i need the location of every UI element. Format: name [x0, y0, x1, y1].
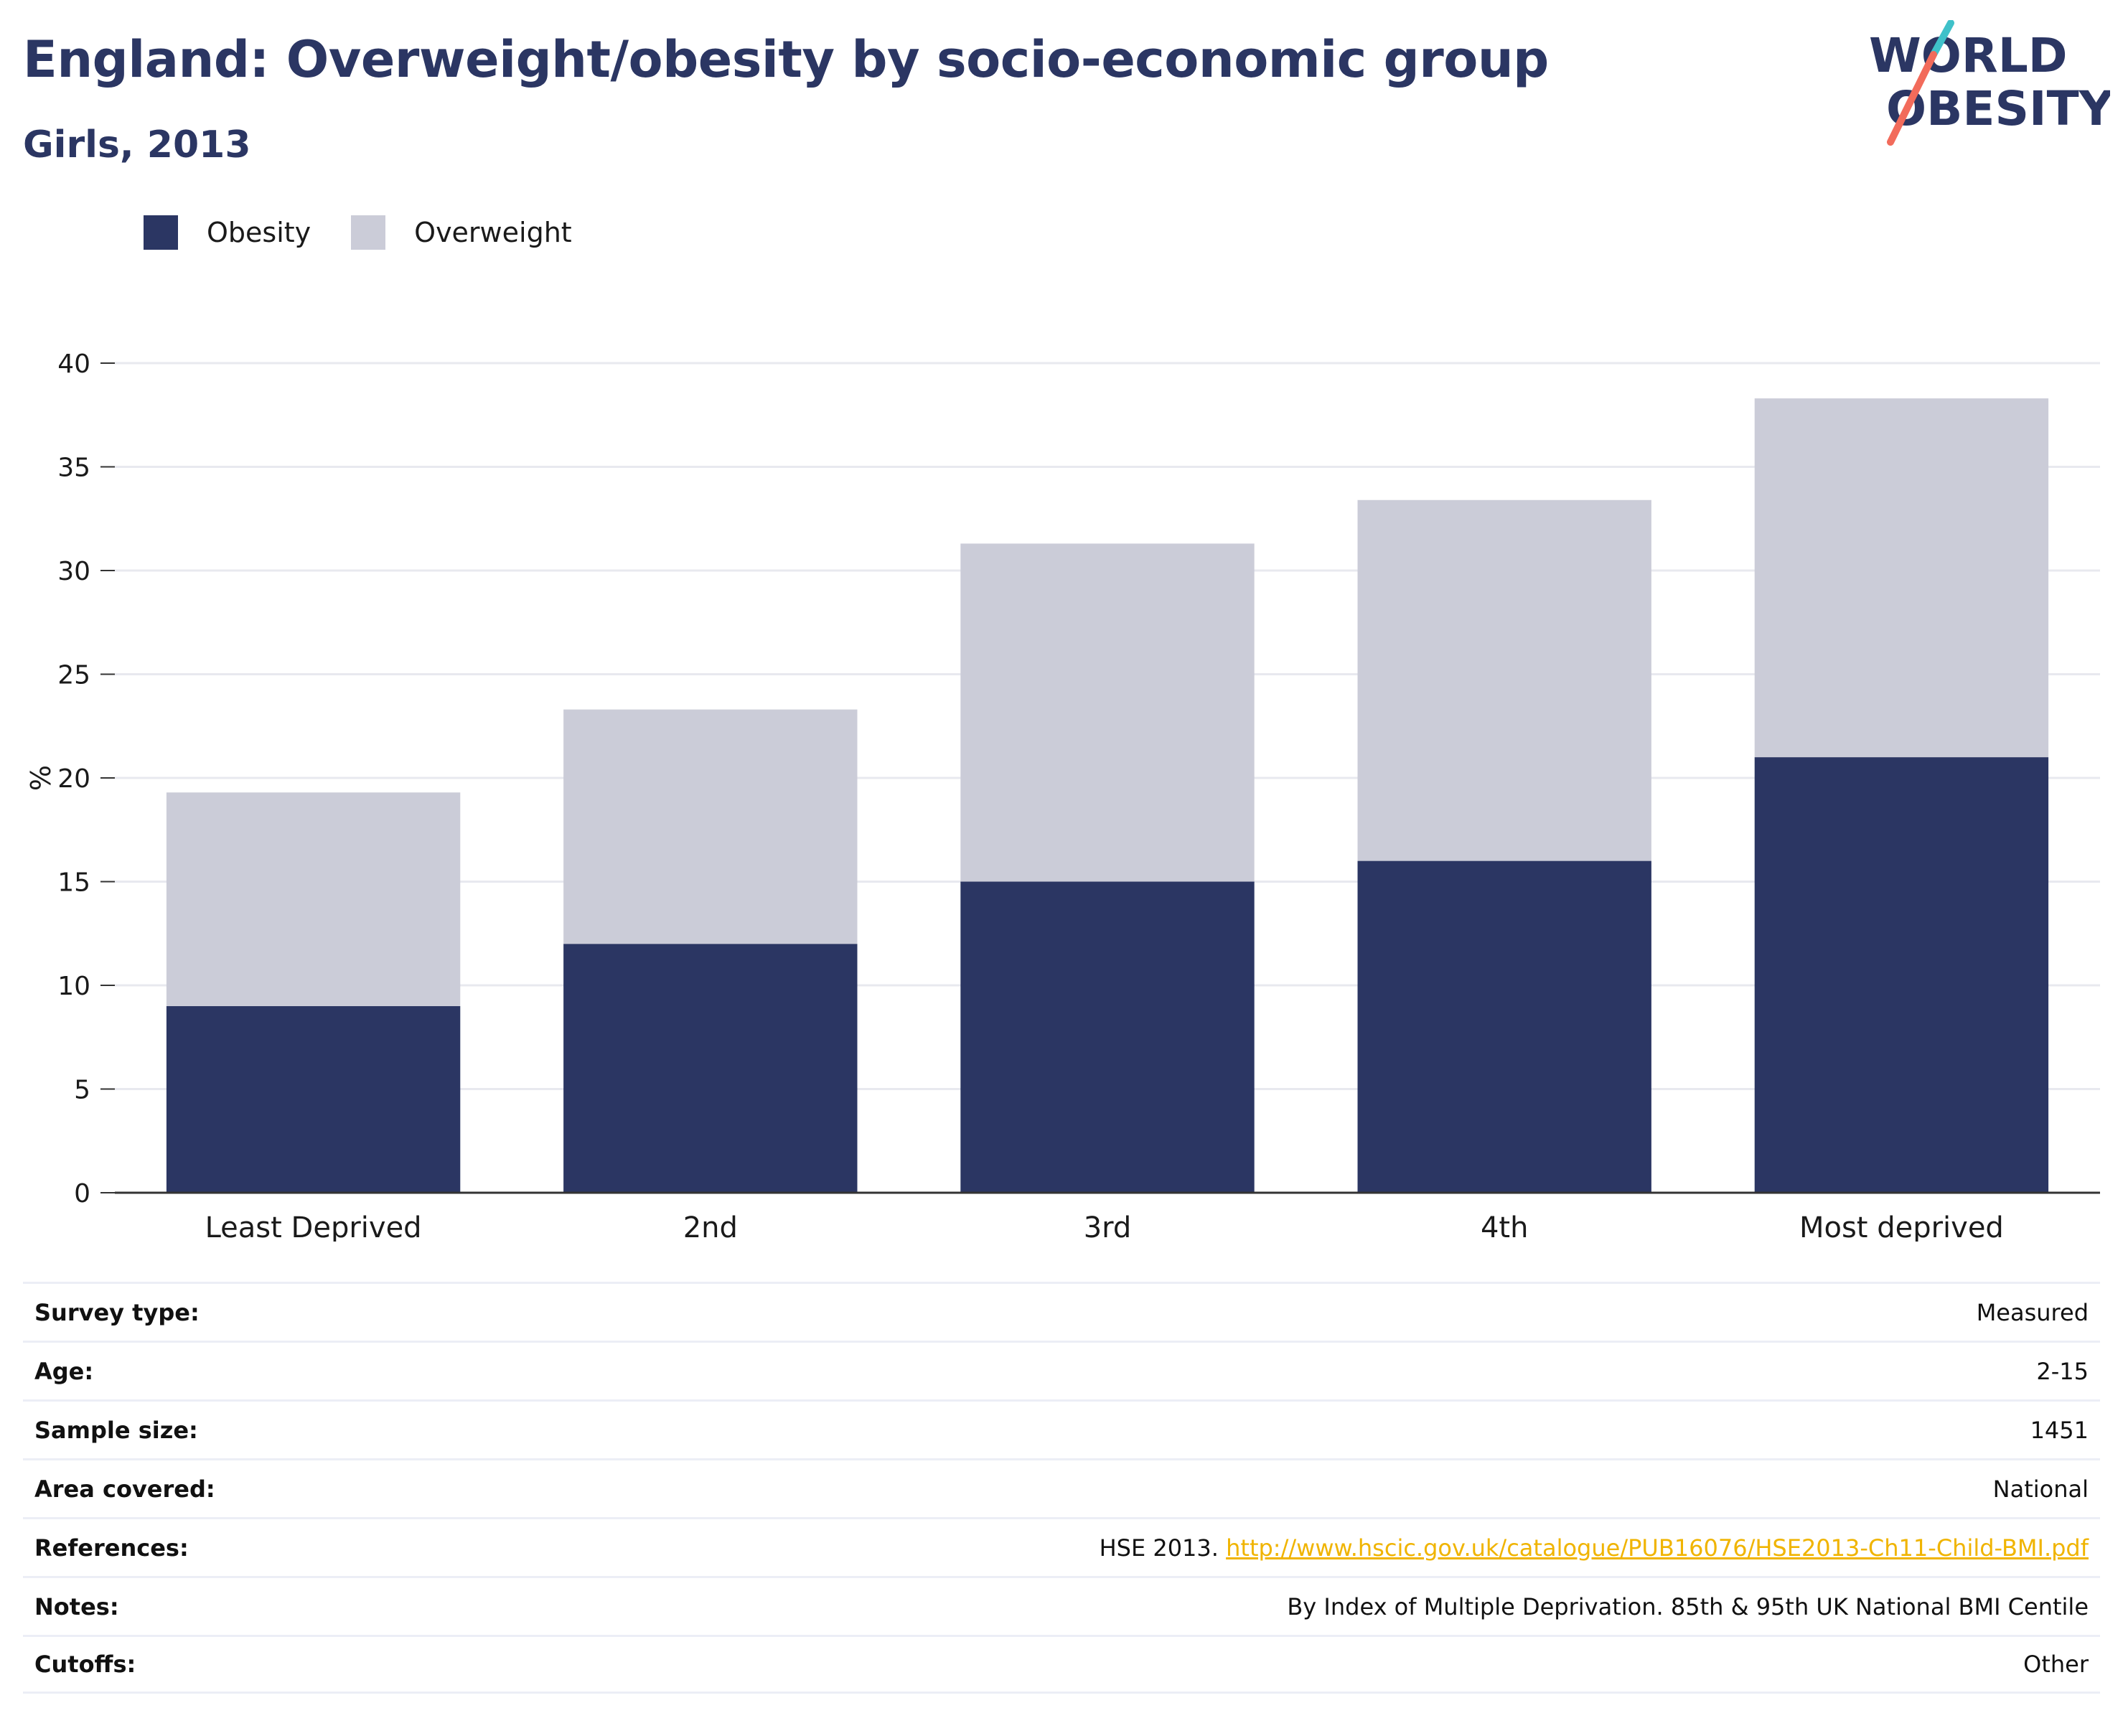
survey-info-table: Survey type: Measured Age: 2-15 Sample s… [23, 1282, 2100, 1694]
info-row-cutoffs: Cutoffs: Other [23, 1635, 2100, 1694]
y-tick-label: 40 [57, 349, 90, 379]
logo-word-obesity: OBESITY [1886, 81, 2110, 136]
reference-link[interactable]: http://www.hscic.gov.uk/catalogue/PUB160… [1226, 1534, 2089, 1562]
y-tick-label: 15 [57, 868, 90, 898]
bar-obesity-4th [1357, 860, 1651, 1193]
x-tick-label: Least Deprived [205, 1211, 422, 1242]
bar-obesity-3rd [960, 881, 1255, 1193]
chart-title: England: Overweight/obesity by socio-eco… [23, 30, 1549, 89]
y-tick-label: 10 [57, 972, 90, 1001]
bar-overweight-2nd [563, 709, 858, 944]
legend-swatch-overweight [351, 215, 386, 250]
x-tick-label: 4th [1481, 1211, 1528, 1242]
y-tick-label: 30 [57, 557, 90, 586]
info-label: Cutoffs: [34, 1651, 136, 1678]
y-tick-label: 35 [57, 454, 90, 483]
bar-overweight-3rd [960, 543, 1255, 882]
bar-obesity-least-deprived [166, 1005, 461, 1193]
chart-subtitle: Girls, 2013 [23, 123, 251, 166]
info-row-area-covered: Area covered: National [23, 1458, 2100, 1517]
info-row-survey-type: Survey type: Measured [23, 1282, 2100, 1341]
info-row-sample-size: Sample size: 1451 [23, 1399, 2100, 1458]
info-label: Survey type: [34, 1298, 200, 1326]
legend-label-overweight: Overweight [414, 217, 572, 248]
y-tick-label: 20 [57, 764, 90, 794]
y-tick-label: 0 [74, 1179, 90, 1209]
bar-overweight-4th [1357, 499, 1651, 861]
info-value: By Index of Multiple Deprivation. 85th &… [1287, 1592, 2089, 1620]
y-axis-title: % [25, 765, 57, 791]
stacked-bar-chart: 0 5 10 15 20 25 30 35 40% Least Deprived 2nd 3rd 4th… [25, 349, 2100, 1242]
x-tick-label: Most deprived [1799, 1211, 2004, 1242]
reference-text: HSE 2013. [1099, 1534, 1219, 1562]
info-label: Sample size: [34, 1416, 198, 1444]
info-row-notes: Notes: By Index of Multiple Deprivation.… [23, 1576, 2100, 1635]
logo-word-world: WORLD [1869, 28, 2068, 83]
bar-obesity-most-deprived [1754, 757, 2049, 1193]
info-value-references: HSE 2013. http://www.hscic.gov.uk/catalo… [1100, 1534, 2089, 1562]
bar-overweight-least-deprived [166, 792, 461, 1006]
bar-obesity-2nd [563, 944, 858, 1193]
bar-overweight-most-deprived [1754, 398, 2049, 758]
legend-item-obesity[interactable]: Obesity [144, 215, 311, 250]
info-label: Area covered: [34, 1475, 215, 1503]
x-tick-label: 2nd [683, 1211, 738, 1242]
x-tick-label: 3rd [1084, 1211, 1132, 1242]
y-tick-label: 25 [57, 661, 90, 690]
info-value: 1451 [2030, 1416, 2089, 1444]
info-row-references: References: HSE 2013. http://www.hscic.g… [23, 1517, 2100, 1576]
info-label: Notes: [34, 1592, 119, 1620]
world-obesity-logo: WORLD OBESITY [1869, 20, 2110, 146]
legend-label-obesity: Obesity [207, 217, 311, 248]
info-value: 2-15 [2036, 1357, 2089, 1385]
chart-legend: Obesity Overweight [144, 212, 612, 253]
y-tick-label: 5 [74, 1076, 90, 1105]
info-label: References: [34, 1534, 189, 1562]
info-label: Age: [34, 1357, 94, 1385]
legend-item-overweight[interactable]: Overweight [351, 215, 572, 250]
legend-swatch-obesity [144, 215, 178, 250]
info-row-age: Age: 2-15 [23, 1341, 2100, 1399]
logo-slash-teal [1930, 20, 1954, 58]
info-value: National [1992, 1475, 2089, 1503]
logo-slash-coral [1887, 51, 1937, 146]
info-value: Measured [1976, 1298, 2089, 1326]
info-value: Other [2023, 1651, 2089, 1678]
